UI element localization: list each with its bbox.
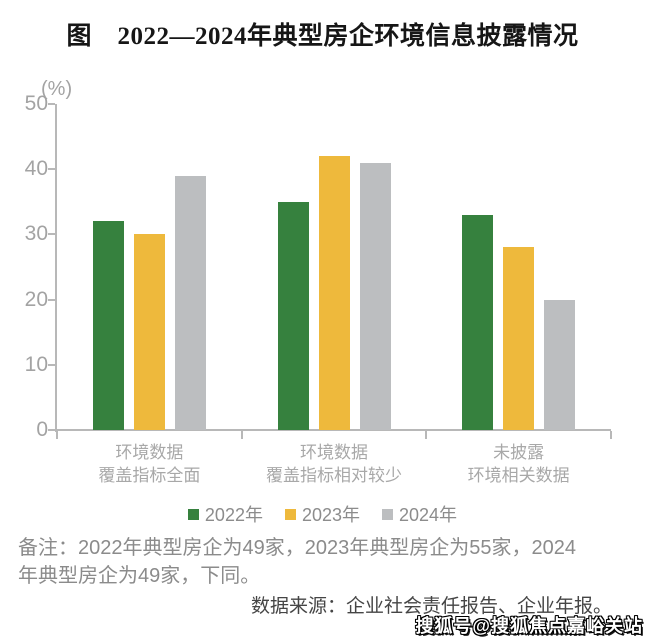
x-tick-mark-1	[240, 431, 243, 439]
x-axis-label-line: 覆盖指标相对较少	[265, 466, 402, 485]
x-axis-label-line: 覆盖指标全面	[98, 466, 201, 485]
y-axis-line	[55, 104, 57, 432]
bar-2022年-group1	[92, 221, 124, 430]
y-tick-mark-30	[48, 233, 55, 236]
legend-label-2023年: 2023年	[301, 505, 361, 525]
watermark: 搜狐号@搜狐焦点嘉峪关站	[415, 616, 643, 636]
bar-2023年-group1	[133, 234, 165, 430]
x-axis-label-2: 环境数据覆盖指标相对较少	[242, 441, 427, 487]
x-tick-mark-2	[425, 431, 428, 439]
y-tick-label-10: 10	[24, 352, 48, 376]
y-tick-label-0: 0	[36, 418, 48, 441]
x-axis-label-line: 未披露	[493, 443, 545, 462]
bar-2022年-group3	[462, 214, 494, 430]
y-tick-label-30: 30	[24, 222, 48, 246]
chart-title: 图 2022—2024年典型房企环境信息披露情况	[66, 23, 579, 50]
note: 备注：2022年典型房企为49家，2023年典型房企为55家，2024 年典型房…	[18, 534, 633, 590]
y-tick-mark-50	[48, 103, 55, 105]
legend-item-2024年: 2024年	[382, 501, 457, 527]
x-axis-label-3: 未披露 环境相关数据	[426, 441, 611, 487]
legend-label-2022年: 2022年	[204, 505, 263, 525]
x-axis-line	[55, 429, 611, 431]
y-tick-label-50: 50	[24, 92, 48, 115]
legend-swatch-2024年	[382, 508, 394, 520]
x-tick-mark-0	[56, 431, 58, 439]
y-tick-mark-20	[48, 298, 55, 301]
legend: 2022年 2023年 2024年	[0, 501, 645, 527]
legend-item-2023年: 2023年	[284, 501, 361, 527]
y-tick-mark-0	[48, 429, 55, 431]
bar-2023年-group3	[503, 247, 535, 430]
x-tick-mark-3	[610, 431, 612, 439]
bar-2024年-group2	[359, 162, 391, 430]
x-axis-label-line: 环境相关数据	[467, 466, 570, 485]
legend-item-2022年: 2022年	[187, 501, 263, 527]
bar-2024年-group3	[544, 299, 576, 430]
bar-2024年-group1	[174, 175, 206, 430]
y-tick-label-20: 20	[24, 287, 48, 311]
x-axis-label-1: 环境数据覆盖指标全面	[57, 441, 242, 487]
y-tick-mark-40	[48, 168, 55, 171]
legend-swatch-2023年	[284, 508, 296, 520]
y-tick-mark-10	[48, 363, 55, 366]
legend-label-2024年: 2024年	[399, 505, 458, 525]
data-source: 数据来源：企业社会责任报告、企业年报。	[250, 596, 612, 617]
note-line-1: 备注：2022年典型房企为49家，2023年典型房企为55家，2024	[18, 537, 576, 559]
y-axis-unit-label: (%)	[41, 78, 73, 100]
bar-2023年-group2	[318, 156, 350, 430]
y-tick-label-40: 40	[24, 157, 48, 181]
note-line-2: 年典型房企为49家，下同。	[18, 565, 261, 587]
x-axis-label-line: 环境数据	[299, 443, 368, 462]
x-axis-label-line: 环境数据	[115, 443, 184, 462]
legend-swatch-2022年	[187, 508, 199, 520]
bar-2022年-group2	[277, 201, 309, 430]
